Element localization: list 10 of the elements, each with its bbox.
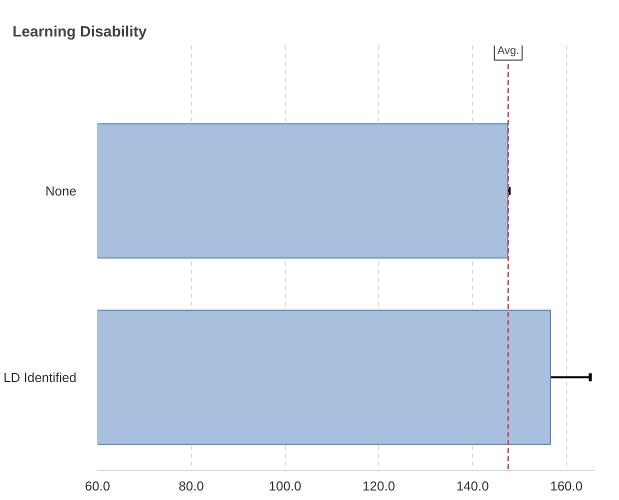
x-tick-label: 140.0 <box>456 478 489 494</box>
x-tick-label: 80.0 <box>178 478 204 494</box>
x-tick-label: 60.0 <box>84 478 110 494</box>
ref-line-label: Avg. <box>497 45 520 58</box>
y-tick-label: LD Identified <box>4 370 77 385</box>
x-tick-label: 120.0 <box>362 478 396 494</box>
y-tick-label: None <box>45 183 76 198</box>
x-tick-label: 160.0 <box>550 478 583 494</box>
chart-title: Learning Disability <box>12 24 148 40</box>
x-tick-label: 100.0 <box>268 478 302 494</box>
